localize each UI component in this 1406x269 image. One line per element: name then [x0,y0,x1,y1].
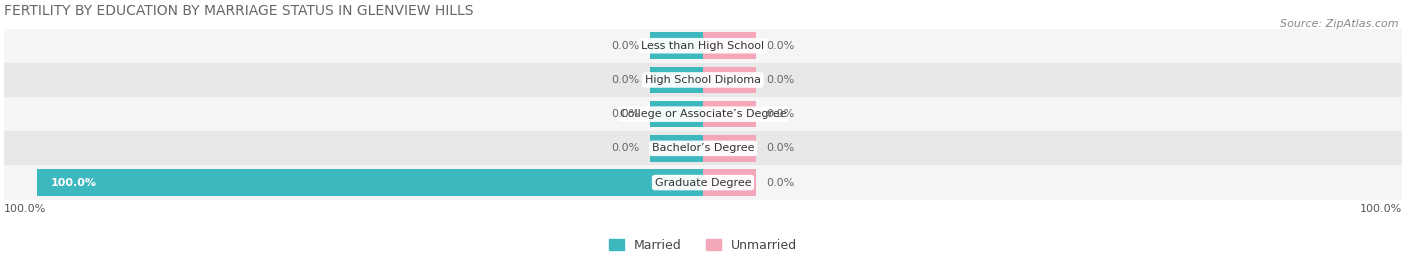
Bar [650,67,703,93]
Bar [703,32,756,59]
Text: Less than High School: Less than High School [641,41,765,51]
Text: Source: ZipAtlas.com: Source: ZipAtlas.com [1281,19,1399,29]
Text: Graduate Degree: Graduate Degree [655,178,751,187]
Bar [703,135,756,162]
Text: 0.0%: 0.0% [612,143,640,153]
Text: 0.0%: 0.0% [766,178,794,187]
Bar [4,165,1402,200]
Bar [4,29,1402,63]
Bar [703,169,756,196]
Text: 100.0%: 100.0% [4,204,46,214]
Bar [4,97,1402,131]
Bar [4,131,1402,165]
Bar [703,101,756,128]
Bar [703,67,756,93]
Text: College or Associate’s Degree: College or Associate’s Degree [620,109,786,119]
Text: 100.0%: 100.0% [51,178,97,187]
Text: 0.0%: 0.0% [766,143,794,153]
Bar [38,169,703,196]
Text: 0.0%: 0.0% [612,109,640,119]
Text: 0.0%: 0.0% [766,109,794,119]
Text: FERTILITY BY EDUCATION BY MARRIAGE STATUS IN GLENVIEW HILLS: FERTILITY BY EDUCATION BY MARRIAGE STATU… [4,4,474,18]
Text: 0.0%: 0.0% [612,41,640,51]
Bar [650,135,703,162]
Text: 0.0%: 0.0% [612,75,640,85]
Bar [4,63,1402,97]
Text: 100.0%: 100.0% [1360,204,1402,214]
Bar [650,101,703,128]
Text: 0.0%: 0.0% [766,41,794,51]
Text: Bachelor’s Degree: Bachelor’s Degree [652,143,754,153]
Text: 0.0%: 0.0% [766,75,794,85]
Bar [650,32,703,59]
Legend: Married, Unmarried: Married, Unmarried [603,233,803,257]
Text: High School Diploma: High School Diploma [645,75,761,85]
